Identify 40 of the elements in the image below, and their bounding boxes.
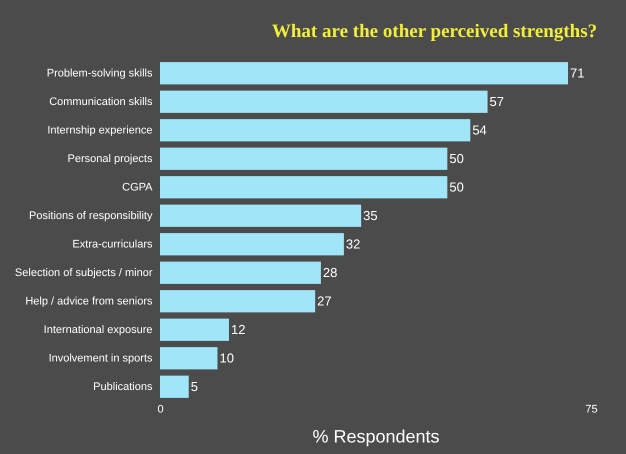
bar	[160, 119, 470, 142]
bar	[160, 176, 448, 198]
data-label: 28	[322, 264, 338, 280]
y-tick-label: Internship experience	[47, 124, 152, 136]
y-tick-label: International exposure	[44, 324, 152, 336]
data-label: 27	[317, 293, 332, 308]
data-label: 50	[449, 150, 464, 166]
bar	[160, 90, 488, 113]
data-label: 71	[570, 65, 584, 80]
y-tick-label: Communication skills	[49, 96, 153, 108]
bar	[160, 347, 218, 370]
bar	[160, 233, 344, 256]
y-tick-label: Problem-solving skills	[46, 67, 153, 80]
x-tick-label: 0	[157, 404, 164, 416]
bar	[160, 62, 568, 84]
bar	[160, 262, 321, 284]
x-tick-label: 75	[585, 404, 598, 416]
y-tick-label: Positions of responsibility	[28, 210, 153, 222]
data-label: 50	[449, 179, 464, 194]
chart-title: What are the other perceived strengths?	[272, 21, 598, 42]
bar	[160, 148, 448, 170]
data-label: 35	[363, 208, 378, 223]
data-label: 5	[190, 378, 198, 394]
y-tick-label: Publications	[93, 380, 153, 393]
bar	[160, 318, 229, 341]
y-tick-label: Selection of subjects / minor	[14, 266, 153, 279]
x-axis-title: % Respondents	[312, 426, 440, 446]
bar	[160, 290, 316, 312]
data-label: 12	[230, 322, 246, 337]
y-tick-label: Personal projects	[68, 152, 153, 165]
data-label: 57	[490, 94, 504, 109]
data-label: 54	[472, 122, 487, 138]
y-tick-label: Involvement in sports	[48, 352, 153, 364]
y-tick-label: Help / advice from seniors	[25, 295, 153, 308]
y-tick-label: Extra-curriculars	[72, 238, 153, 250]
bar	[160, 376, 189, 398]
y-tick-label: CGPA	[122, 181, 154, 194]
data-label: 32	[346, 236, 360, 252]
bar	[160, 204, 362, 227]
data-label: 10	[219, 350, 234, 366]
